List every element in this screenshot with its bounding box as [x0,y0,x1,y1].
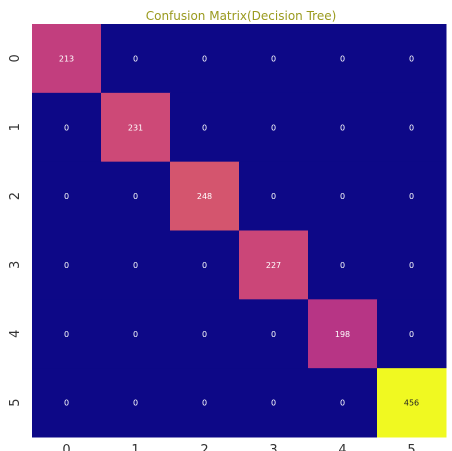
cell-value-label-0-1: 0 [133,54,138,63]
heatmap-cell-1-3 [239,92,309,163]
cell-value-label-3-2: 0 [202,261,207,270]
x-tick-label-0: 0 [62,443,70,451]
heatmap-cell-0-2 [170,24,240,94]
cell-value-label-2-4: 0 [340,192,345,201]
heatmap-cell-3-4 [308,230,378,300]
cell-value-label-5-2: 0 [202,399,207,408]
cell-value-label-2-5: 0 [409,192,414,201]
cell-value-label-4-5: 0 [409,330,414,339]
cell-value-label-3-5: 0 [409,261,414,270]
cell-value-label-0-4: 0 [340,54,345,63]
x-axis-ticks: 0 1 2 3 4 5 [62,443,415,451]
heatmap-cell-4-0 [32,299,102,369]
y-tick-label-3: 3 [8,261,23,269]
cell-value-label-0-3: 0 [271,54,276,63]
cell-value-label-4-3: 0 [271,330,276,339]
heatmap-cell-5-1 [101,368,171,438]
cell-value-label-5-3: 0 [271,399,276,408]
cell-value-label-1-1: 231 [128,123,143,132]
heatmap-cell-3-1 [101,230,171,300]
heatmap-cell-0-3 [239,24,309,94]
heatmap-cell-0-1 [101,24,171,94]
heatmap-cell-3-5 [377,230,447,300]
heatmap-cell-3-2 [170,230,240,300]
cell-value-label-1-0: 0 [64,123,69,132]
cell-value-label-5-0: 0 [64,399,69,408]
heatmap-cell-5-5 [377,368,447,438]
x-tick-label-2: 2 [200,443,208,451]
cell-value-label-5-5: 456 [404,399,419,408]
heatmap-cell-0-5 [377,24,447,94]
heatmap-cell-4-4 [308,299,378,369]
x-tick-label-4: 4 [338,443,346,451]
cell-value-label-1-3: 0 [271,123,276,132]
heatmap-cell-0-0 [32,24,102,94]
x-tick-label-1: 1 [131,443,139,451]
heatmap-cell-3-0 [32,230,102,300]
heatmap-cell-4-2 [170,299,240,369]
cell-value-label-4-1: 0 [133,330,138,339]
heatmap-cell-5-4 [308,368,378,438]
cell-value-label-2-3: 0 [271,192,276,201]
cell-value-label-1-2: 0 [202,123,207,132]
cell-value-label-2-2: 248 [197,192,212,201]
cell-value-label-3-4: 0 [340,261,345,270]
heatmap-cell-1-4 [308,92,378,163]
cell-value-label-0-5: 0 [409,54,414,63]
heatmap-cell-2-4 [308,161,378,231]
cell-value-label-4-2: 0 [202,330,207,339]
heatmap-cell-1-2 [170,92,240,163]
cell-value-label-0-2: 0 [202,54,207,63]
heatmap-cell-1-1 [101,92,171,163]
heatmap-cell-2-2 [170,161,240,231]
heatmap-cell-5-3 [239,368,309,438]
y-tick-label-1: 1 [8,123,23,131]
heatmap-cell-4-3 [239,299,309,369]
y-tick-label-2: 2 [8,192,23,200]
heatmap-cell-2-1 [101,161,171,231]
chart-title: Confusion Matrix(Decision Tree) [146,9,337,23]
heatmap-cells: 213 0 0 0 0 0 0 231 0 0 0 0 0 0 248 0 0 0 0 0 0 227 0 0 0 0 0 0 198 0… [32,24,447,438]
cell-value-label-3-1: 0 [133,261,138,270]
heatmap-cell-4-5 [377,299,447,369]
heatmap-cell-2-0 [32,161,102,231]
cell-value-label-5-4: 0 [340,399,345,408]
y-tick-label-4: 4 [8,330,23,338]
cell-value-label-1-5: 0 [409,123,414,132]
cell-value-label-5-1: 0 [133,399,138,408]
cell-value-label-2-1: 0 [133,192,138,201]
heatmap-cell-1-5 [377,92,447,163]
heatmap-cell-5-2 [170,368,240,438]
x-tick-label-5: 5 [407,443,415,451]
cell-value-label-1-4: 0 [340,123,345,132]
heatmap-cell-4-1 [101,299,171,369]
heatmap-cell-0-4 [308,24,378,94]
cell-value-label-0-0: 213 [59,54,74,63]
cell-value-label-3-0: 0 [64,261,69,270]
heatmap-cell-2-3 [239,161,309,231]
x-tick-label-3: 3 [269,443,277,451]
cell-value-label-2-0: 0 [64,192,69,201]
heatmap-cell-3-3 [239,230,309,300]
cell-value-label-4-0: 0 [64,330,69,339]
cell-value-label-4-4: 198 [335,330,350,339]
heatmap-cell-2-5 [377,161,447,231]
y-tick-label-0: 0 [8,54,23,62]
heatmap-cell-5-0 [32,368,102,438]
heatmap-cell-1-0 [32,92,102,163]
y-axis-ticks: 0 1 2 3 4 5 [8,54,23,406]
y-tick-label-5: 5 [8,398,23,406]
cell-value-label-3-3: 227 [266,261,281,270]
